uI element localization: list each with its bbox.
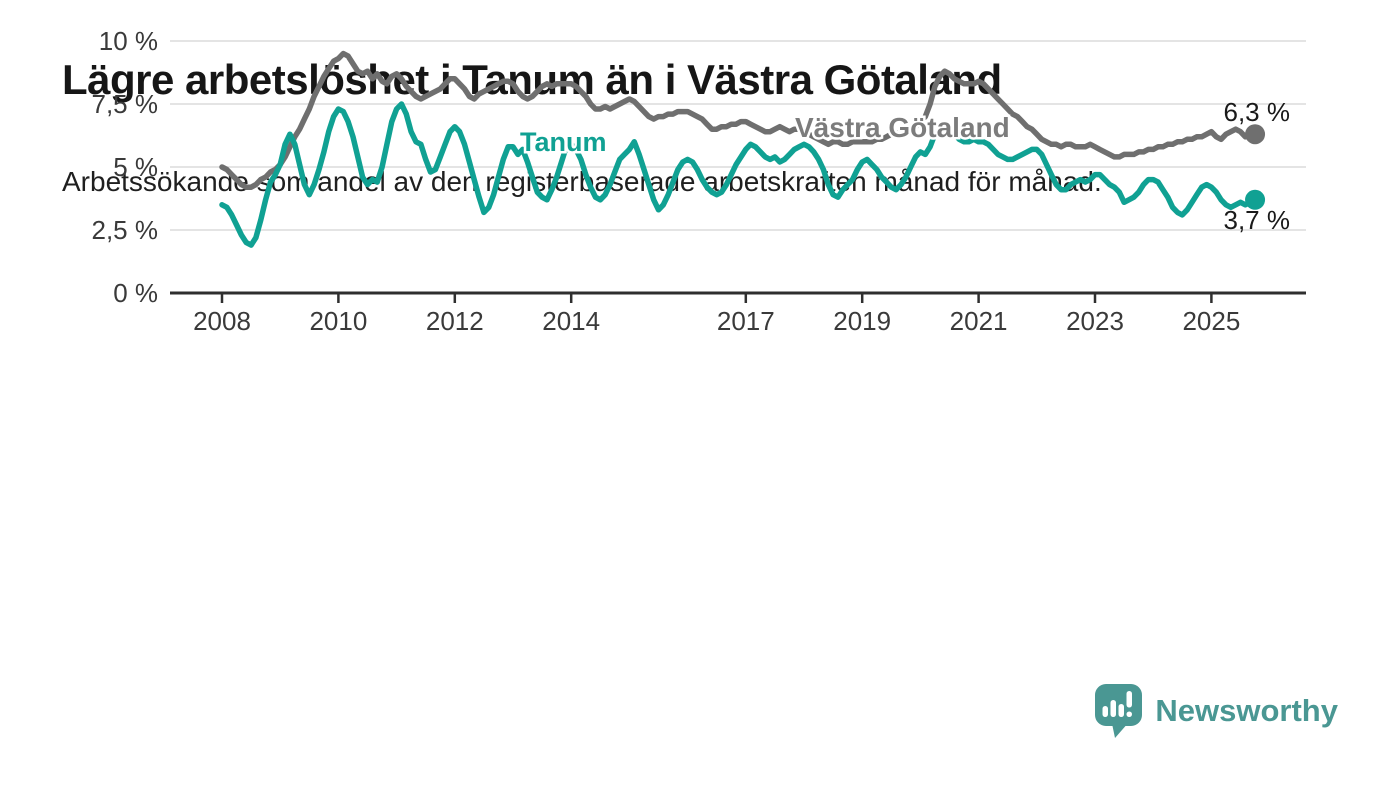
y-axis-tick-label: 7,5 % [92, 89, 159, 119]
series-end-dot-tanum [1245, 189, 1266, 210]
x-axis-tick-label: 2021 [950, 306, 1008, 336]
x-axis-tick-label: 2019 [833, 306, 891, 336]
x-axis-tick-label: 2014 [542, 306, 600, 336]
series-label-vastra-gotaland: Västra Götaland [795, 112, 1010, 143]
series-paths [219, 50, 1258, 248]
end-value-label-tanum: 3,7 % [1224, 205, 1291, 235]
y-axis-tick-label: 10 % [99, 26, 158, 56]
logo-text: Newsworthy [1155, 693, 1338, 728]
series-end-dot-v-stra-g-taland [1245, 124, 1266, 145]
series-line-v-stra-g-taland [219, 50, 1258, 190]
series-line-tanum [219, 101, 1258, 248]
x-axis-tick-label: 2023 [1066, 306, 1124, 336]
series-end-dots [1245, 124, 1266, 210]
axis-tick-labels: 0 % 2,5 % 5 % 7,5 % 10 % 2008 2010 2012 2014 2017… [92, 26, 1241, 336]
x-axis-tick-label: 2017 [717, 306, 775, 336]
end-value-label-vastra-gotaland: 6,3 % [1224, 97, 1291, 127]
x-axis-tick-label: 2025 [1182, 306, 1240, 336]
series-label-tanum: Tanum [520, 127, 607, 157]
x-axis [170, 291, 1306, 303]
line-chart: 0 % 2,5 % 5 % 7,5 % 10 % 2008 2010 2012 2014 2017… [92, 26, 1306, 336]
y-axis-tick-label: 5 % [113, 152, 158, 182]
x-axis-tick-label: 2008 [193, 306, 251, 336]
bar-chart-speech-bubble-icon [1095, 684, 1143, 738]
x-axis-tick-label: 2010 [309, 306, 367, 336]
gridlines [170, 40, 1306, 231]
x-axis-tick-label: 2012 [426, 306, 484, 336]
y-axis-tick-label: 0 % [113, 278, 158, 308]
newsworthy-logo: Newsworthy [1095, 684, 1338, 738]
y-axis-tick-label: 2,5 % [92, 215, 159, 245]
